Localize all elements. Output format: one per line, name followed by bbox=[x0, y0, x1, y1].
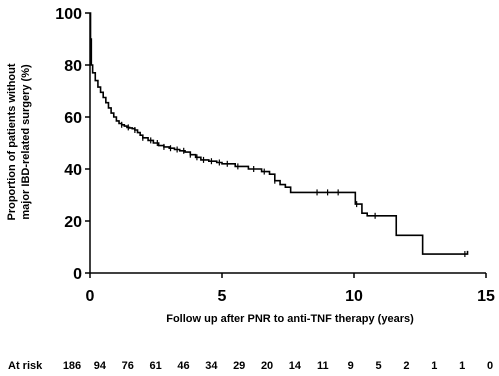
y-tick-label: 20 bbox=[64, 214, 82, 231]
x-tick-label: 10 bbox=[345, 288, 363, 305]
at-risk-value: 1 bbox=[459, 360, 465, 372]
tick-marks bbox=[85, 12, 487, 278]
survival-curve bbox=[89, 12, 469, 255]
at-risk-value: 29 bbox=[233, 360, 245, 372]
y-tick-label: 40 bbox=[64, 162, 82, 179]
at-risk-value: 76 bbox=[122, 360, 134, 372]
at-risk-value: 186 bbox=[63, 360, 81, 372]
x-tick-labels: 0 5 10 15 bbox=[86, 288, 495, 305]
at-risk-value: 2 bbox=[403, 360, 409, 372]
at-risk-value: 46 bbox=[177, 360, 189, 372]
x-tick-label: 5 bbox=[218, 288, 227, 305]
at-risk-values: 186 94 76 61 46 34 29 20 14 11 9 5 2 1 1 0 bbox=[63, 360, 493, 372]
at-risk-value: 94 bbox=[94, 360, 107, 372]
at-risk-label: At risk bbox=[8, 360, 43, 372]
at-risk-value: 5 bbox=[375, 360, 381, 372]
y-axis-label-line2: major IBD-related surgery (%) bbox=[20, 64, 32, 220]
at-risk-value: 0 bbox=[487, 360, 493, 372]
at-risk-value: 14 bbox=[289, 360, 302, 372]
survival-curve-group bbox=[89, 12, 469, 255]
x-tick-label: 0 bbox=[86, 288, 95, 305]
y-tick-labels: 0 20 40 60 80 100 bbox=[55, 6, 82, 283]
at-risk-value: 11 bbox=[317, 360, 329, 372]
y-tick-label: 80 bbox=[64, 58, 82, 75]
censor-marks bbox=[121, 121, 466, 258]
at-risk-value: 20 bbox=[261, 360, 273, 372]
y-tick-label: 100 bbox=[55, 6, 82, 23]
at-risk-value: 9 bbox=[348, 360, 354, 372]
x-axis-label: Follow up after PNR to anti-TNF therapy … bbox=[166, 313, 414, 325]
y-tick-label: 0 bbox=[73, 266, 82, 283]
at-risk-value: 1 bbox=[431, 360, 437, 372]
at-risk-value: 34 bbox=[205, 360, 218, 372]
y-axis-label-line1: Proportion of patients without bbox=[6, 63, 18, 220]
x-tick-label: 15 bbox=[477, 288, 495, 305]
axes bbox=[89, 13, 486, 274]
y-tick-label: 60 bbox=[64, 110, 82, 127]
at-risk-value: 61 bbox=[149, 360, 161, 372]
